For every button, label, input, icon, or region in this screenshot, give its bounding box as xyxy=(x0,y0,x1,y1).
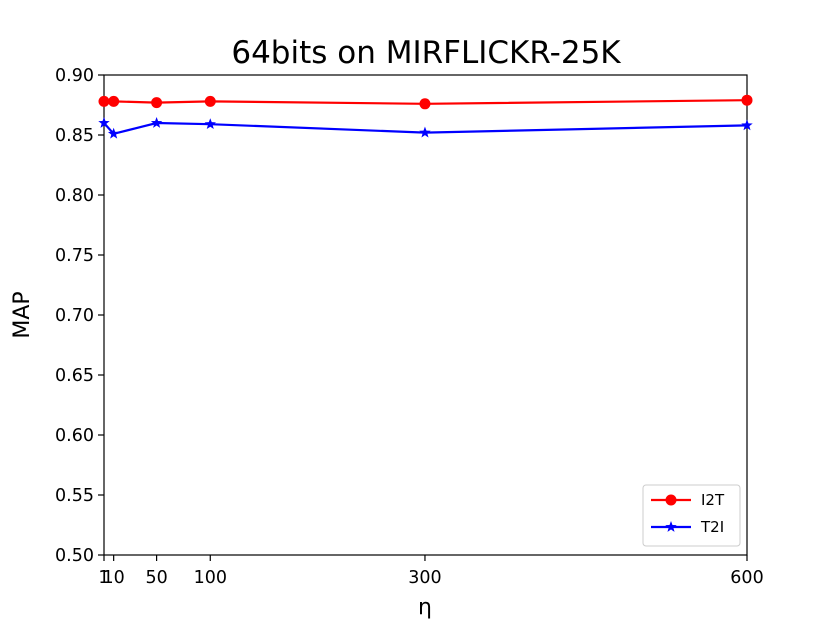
x-tick-label: 300 xyxy=(408,568,441,588)
legend: I2T T2I xyxy=(642,484,741,547)
x-tick-label: 50 xyxy=(145,568,167,588)
legend-marker-i2t xyxy=(665,494,677,506)
data-point-t2i xyxy=(150,117,163,128)
legend-label: T2I xyxy=(700,518,724,536)
data-point-i2t xyxy=(98,95,110,107)
legend-box xyxy=(642,484,741,547)
data-point-t2i xyxy=(107,127,120,139)
y-axis: 0.50 0.55 0.60 0.65 0.70 0.75 0.80 0.85 0.90 xyxy=(55,66,104,566)
data-point-i2t xyxy=(741,94,753,106)
series-layer xyxy=(98,94,753,139)
x-axis-label: η xyxy=(418,595,432,620)
y-tick-label: 0.90 xyxy=(55,66,94,86)
data-point-t2i xyxy=(98,117,110,128)
data-point-t2i xyxy=(419,126,431,138)
y-tick-label: 0.75 xyxy=(55,246,94,266)
y-tick-label: 0.65 xyxy=(55,366,94,386)
legend-marker-t2i xyxy=(665,521,677,532)
x-axis: 110 50 100 300 600 xyxy=(98,555,764,588)
x-tick-label: 1 xyxy=(98,568,109,588)
x-tick-label: 100 xyxy=(194,568,227,588)
data-point-i2t xyxy=(419,98,431,110)
data-point-t2i xyxy=(741,119,753,131)
legend-label: I2T xyxy=(701,491,725,509)
x-tick-label: 10 xyxy=(103,568,125,588)
y-tick-label: 0.50 xyxy=(55,546,94,566)
y-tick-label: 0.80 xyxy=(55,186,94,206)
data-point-i2t xyxy=(151,97,163,109)
data-point-t2i xyxy=(204,118,216,130)
data-point-i2t xyxy=(108,95,120,107)
y-tick-label: 0.70 xyxy=(55,306,94,326)
x-tick-label: 600 xyxy=(730,568,763,588)
y-tick-label: 0.60 xyxy=(55,426,94,446)
data-point-i2t xyxy=(204,95,216,107)
chart-title: 64bits on MIRFLICKR-25K xyxy=(231,35,621,71)
y-axis-label: MAP xyxy=(10,291,35,338)
y-tick-label: 0.85 xyxy=(55,126,94,146)
y-tick-label: 0.55 xyxy=(55,486,94,506)
